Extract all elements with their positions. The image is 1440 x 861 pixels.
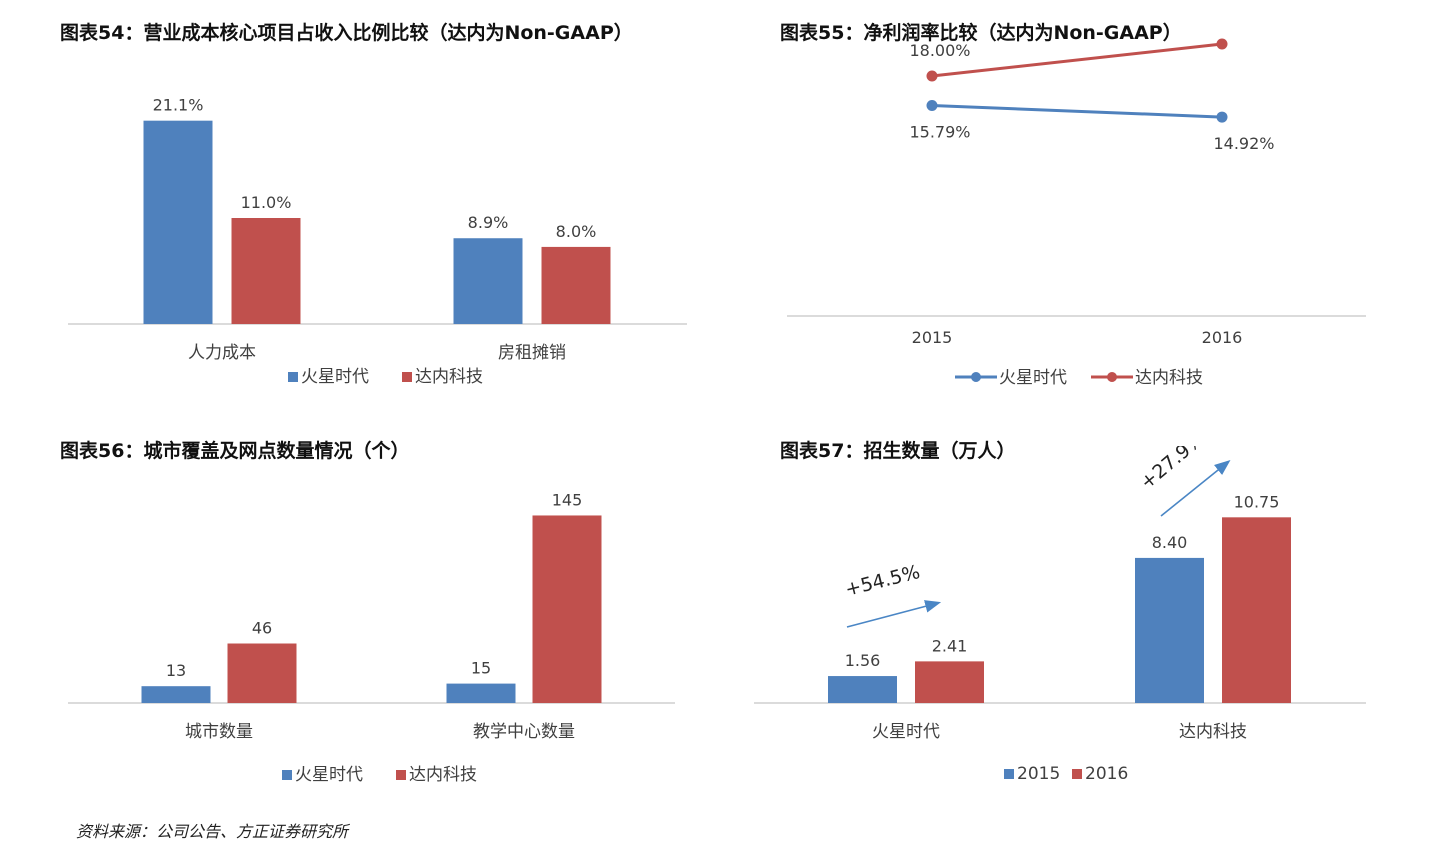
bar-达内科技-教学中心数量 (532, 515, 602, 703)
data-label: 21.1% (153, 96, 204, 115)
bar-火星时代-城市数量 (141, 686, 211, 703)
data-point (926, 99, 938, 111)
chart-panel-57: 图表57：招生数量（万人） 1.56 2.41 火星时代 8.40 10.75 达内科技 2… (754, 436, 1400, 806)
data-label: 13 (166, 661, 186, 680)
series-line-火星时代 (931, 103, 1223, 119)
bar-2016-达内科技 (1222, 517, 1291, 703)
legend-swatch (1072, 769, 1082, 779)
legend-swatch-marker (1107, 372, 1117, 382)
chart-title: 图表56：城市覆盖及网点数量情况（个） (60, 440, 410, 462)
data-label: 8.40 (1152, 533, 1188, 552)
category-label: 人力成本 (188, 343, 256, 363)
legend-label: 达内科技 (409, 765, 477, 785)
source-note: 资料来源：公司公告、方正证券研究所 (76, 822, 349, 841)
trend-arrow (1160, 459, 1231, 517)
data-label: 14.92% (1213, 134, 1274, 153)
bar-2015-达内科技 (1135, 557, 1204, 703)
data-label: 15 (471, 659, 491, 678)
trend-arrow (846, 600, 942, 628)
legend-swatch (282, 770, 292, 780)
bar-火星时代-教学中心数量 (446, 683, 516, 703)
chart-panel-56: 图表56：城市覆盖及网点数量情况（个） 13 46 城市数量 15 145 教学中心数量火… (60, 436, 700, 806)
data-label: 11.0% (241, 193, 292, 212)
category-label: 达内科技 (1179, 722, 1247, 742)
bar-火星时代-房租摊销 (453, 238, 523, 324)
legend-label: 2015 (1017, 764, 1060, 784)
bar-达内科技-房租摊销 (541, 246, 611, 324)
legend-label: 火星时代 (295, 765, 363, 785)
data-label: 15.79% (909, 122, 970, 141)
chart-title: 图表55：净利润率比较（达内为Non-GAAP） (780, 22, 1182, 44)
chart-panel-55: 图表55：净利润率比较（达内为Non-GAAP） 2015 2016 15.79% 1… (780, 18, 1400, 408)
category-label: 教学中心数量 (473, 722, 575, 742)
legend-label: 火星时代 (999, 368, 1067, 388)
data-label: 1.56 (845, 651, 881, 670)
category-label: 火星时代 (872, 722, 940, 742)
data-point (1216, 38, 1228, 50)
legend-swatch (396, 770, 406, 780)
legend-label: 火星时代 (301, 367, 369, 387)
data-label: 8.9% (468, 213, 509, 232)
data-label: 18.00% (909, 41, 970, 60)
data-label: 8.0% (556, 222, 597, 241)
growth-annotation: +54.5% (843, 561, 922, 601)
legend-swatch (402, 372, 412, 382)
category-label: 房租摊销 (498, 343, 566, 363)
data-label: 46 (252, 619, 272, 638)
legend-label: 2016 (1085, 764, 1128, 784)
data-label: 145 (552, 490, 583, 509)
x-tick-label: 2015 (912, 328, 953, 347)
chart-title: 图表54：营业成本核心项目占收入比例比较（达内为Non-GAAP） (60, 22, 633, 44)
series-line-达内科技 (931, 42, 1223, 78)
chart-title: 图表57：招生数量（万人） (780, 440, 1016, 462)
legend-label: 达内科技 (415, 367, 483, 387)
bar-达内科技-人力成本 (231, 218, 301, 324)
bar-2015-火星时代 (828, 676, 897, 703)
legend-swatch (288, 372, 298, 382)
data-label: 2.41 (932, 636, 968, 655)
data-label: 10.75 (1234, 492, 1280, 511)
category-label: 城市数量 (185, 722, 253, 742)
bar-达内科技-城市数量 (227, 643, 297, 703)
legend-label: 达内科技 (1135, 368, 1203, 388)
data-point (1216, 111, 1228, 123)
data-point (926, 70, 938, 82)
bar-2016-火星时代 (915, 661, 984, 703)
legend-swatch-marker (971, 372, 981, 382)
chart-panel-54: 图表54：营业成本核心项目占收入比例比较（达内为Non-GAAP） 21.1% 1… (60, 18, 700, 408)
legend-swatch (1004, 769, 1014, 779)
x-tick-label: 2016 (1202, 328, 1243, 347)
bar-火星时代-人力成本 (143, 120, 213, 324)
